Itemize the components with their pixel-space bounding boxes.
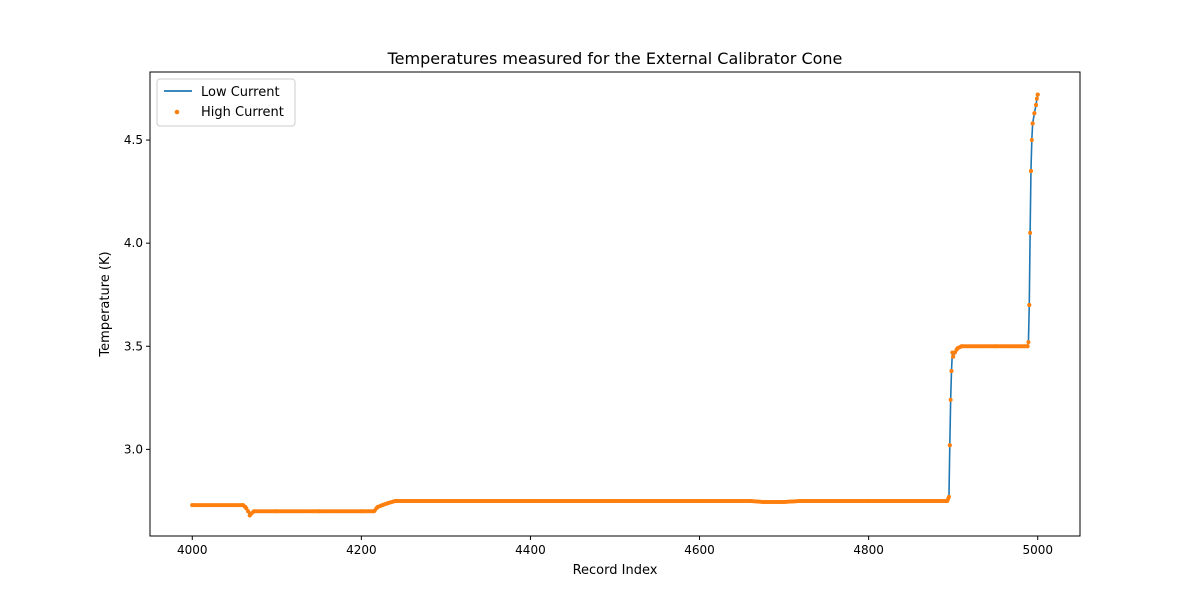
high-current-point [782, 499, 787, 504]
low-current-series [192, 94, 1039, 517]
high-current-point [375, 505, 380, 510]
high-current-point [697, 498, 702, 503]
high-current-point [760, 499, 765, 504]
high-current-point [380, 503, 385, 508]
high-current-point [1034, 96, 1039, 101]
x-tick-label: 4600 [684, 543, 715, 557]
high-current-point [1028, 168, 1033, 173]
y-tick-label: 3.0 [124, 442, 143, 456]
high-current-point [246, 509, 251, 514]
high-current-point [386, 501, 391, 505]
x-tick-label: 5000 [1022, 543, 1053, 557]
high-current-point [1028, 230, 1033, 235]
legend: Low Current High Current [156, 78, 296, 127]
high-current-point [1027, 303, 1032, 308]
high-current-point [1030, 121, 1035, 126]
high-current-point [799, 498, 803, 503]
high-current-point [947, 443, 952, 448]
high-current-point [613, 498, 617, 503]
high-current-point [1029, 138, 1034, 143]
high-current-point [317, 509, 322, 514]
plot-frame [149, 71, 1081, 537]
high-current-series [190, 92, 1040, 518]
high-current-point [274, 509, 279, 514]
high-current-point [952, 350, 957, 355]
high-current-point [251, 509, 256, 514]
high-current-point [948, 397, 953, 402]
high-current-point [1025, 344, 1030, 349]
low-current-line [192, 94, 1039, 517]
high-current-point [393, 498, 398, 503]
y-axis-label: Temperature (K) [98, 251, 113, 357]
high-current-point [955, 346, 960, 351]
high-current-point [945, 498, 950, 503]
high-current-point [528, 498, 533, 503]
y-tick-label: 4.0 [124, 236, 143, 250]
x-tick-label: 4000 [177, 543, 208, 557]
high-current-point [1034, 103, 1039, 107]
high-current-point [866, 498, 871, 503]
high-current-point [443, 498, 448, 503]
x-axis-label: Record Index [573, 563, 658, 578]
high-current-point [993, 344, 998, 349]
high-current-point [359, 509, 364, 514]
legend-label-low-current: Low Current [201, 85, 280, 100]
high-current-point [748, 498, 753, 503]
high-current-point [951, 354, 956, 359]
high-current-point [959, 344, 964, 349]
high-current-point [1035, 92, 1040, 97]
high-current-point [190, 503, 195, 508]
plot-area [149, 71, 1081, 537]
x-tick-label: 4400 [515, 543, 546, 557]
legend-label-high-current: High Current [201, 105, 284, 120]
y-axis: 3.0 3.5 4.0 4.5 [124, 133, 150, 456]
x-tick-label: 4200 [346, 543, 377, 557]
chart-title: Temperatures measured for the External C… [387, 49, 843, 68]
high-current-point [243, 505, 248, 510]
high-current-point [1032, 111, 1037, 116]
x-tick-label: 4800 [853, 543, 884, 557]
legend-marker-swatch [174, 109, 180, 115]
high-current-point [946, 494, 951, 499]
y-tick-label: 4.5 [124, 133, 143, 147]
high-current-point [949, 369, 954, 374]
high-current-point [1026, 340, 1031, 345]
x-axis: 4000 4200 4400 4600 4800 5000 [177, 536, 1053, 557]
y-tick-label: 3.5 [124, 339, 143, 353]
high-current-point [372, 509, 377, 514]
